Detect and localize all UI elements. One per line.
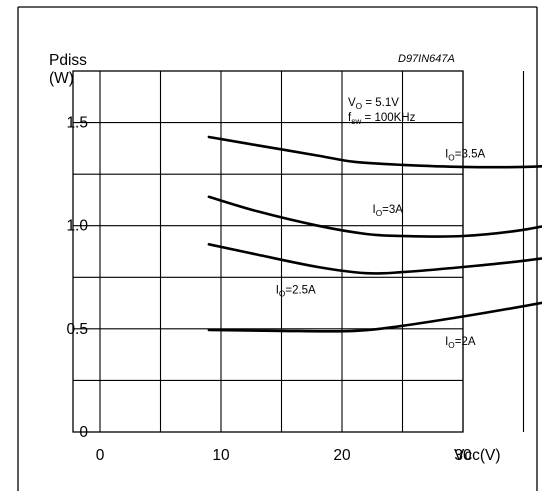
x-tick-label: 20 — [333, 447, 351, 464]
series-label: IO=2.5A — [276, 285, 316, 299]
y-tick-label: 1.5 — [66, 115, 88, 132]
y-axis-title: Pdiss — [49, 52, 87, 69]
series-line — [207, 135, 542, 169]
y-axis-unit: (W) — [49, 70, 74, 87]
series-labels: IO=3.5A IO=3A IO=2.5A IO=2A — [276, 149, 486, 351]
series-line — [207, 195, 542, 238]
x-tick-label: 30 — [454, 447, 472, 464]
tick-labels: 0102030405000.51.01.5 — [66, 115, 472, 464]
y-tick-label: 0 — [79, 424, 88, 441]
y-tick-label: 0.5 — [66, 321, 88, 338]
plot-area-border — [72, 70, 464, 433]
y-tick-label: 1.0 — [66, 218, 88, 235]
plot-axes — [72, 70, 464, 433]
x-axis-title: Vcc(V) — [454, 447, 501, 464]
series-label: IO=3.5A — [445, 149, 485, 163]
series-label: IO=2A — [445, 336, 476, 350]
series-line — [207, 301, 542, 333]
x-tick-label: 10 — [212, 447, 230, 464]
series-curves — [207, 135, 542, 333]
series-label: IO=3A — [373, 204, 404, 218]
series-line — [207, 243, 542, 275]
condition-line: fsw = 100KHz — [348, 112, 416, 126]
drawing-code: D97IN647A — [398, 53, 455, 65]
condition-line: VO = 5.1V — [348, 97, 399, 111]
x-tick-label: 0 — [96, 447, 105, 464]
